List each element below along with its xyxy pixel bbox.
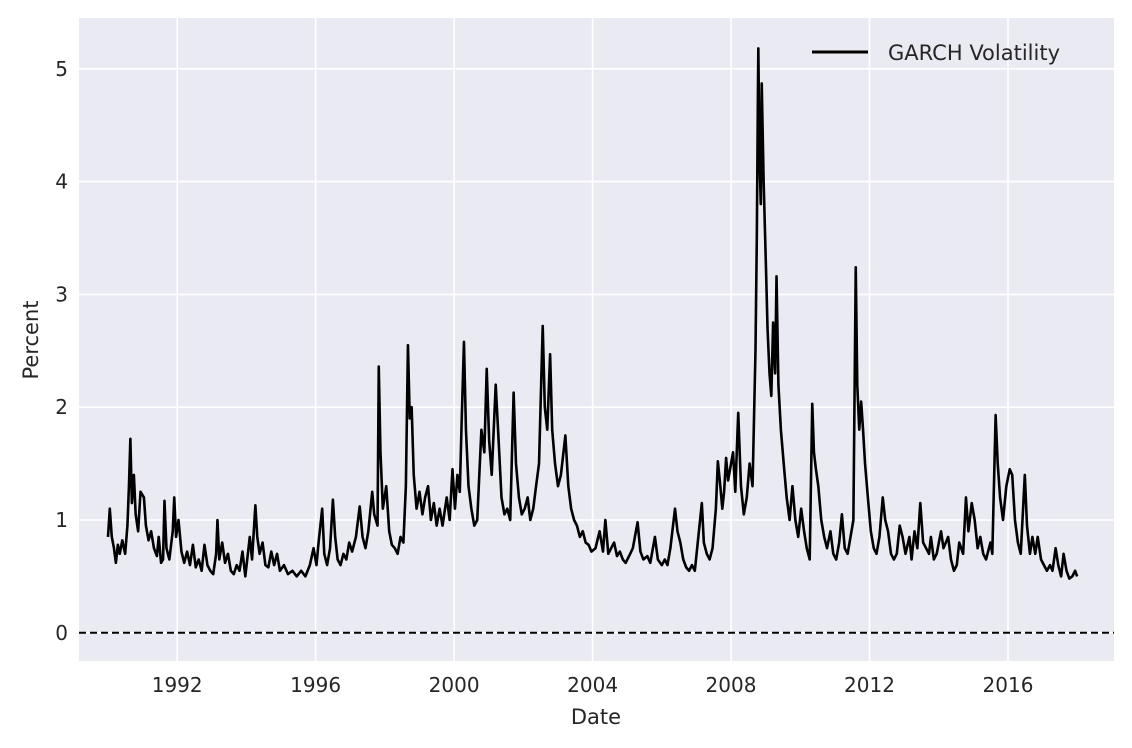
y-tick-label: 4 bbox=[55, 170, 68, 194]
y-tick-label: 5 bbox=[55, 57, 68, 81]
y-tick-label: 1 bbox=[55, 508, 68, 532]
x-axis-ticks: 1992 1996 2000 2004 2008 2012 2016 bbox=[152, 673, 1034, 697]
y-tick-label: 0 bbox=[55, 621, 68, 645]
series-line-garch-volatility bbox=[106, 47, 1079, 580]
x-tick-label: 2004 bbox=[567, 673, 618, 697]
y-tick-label: 3 bbox=[55, 282, 68, 306]
grid-lines bbox=[79, 18, 1114, 661]
y-axis-label: Percent bbox=[19, 300, 43, 379]
plot-background bbox=[79, 18, 1114, 661]
x-tick-label: 2008 bbox=[706, 673, 757, 697]
series-layer bbox=[106, 47, 1079, 580]
legend-entry-label: GARCH Volatility bbox=[888, 41, 1060, 65]
legend: GARCH Volatility bbox=[812, 41, 1060, 65]
x-axis-label: Date bbox=[571, 705, 621, 729]
y-tick-label: 2 bbox=[55, 395, 68, 419]
x-tick-label: 1996 bbox=[290, 673, 341, 697]
x-tick-label: 2000 bbox=[429, 673, 480, 697]
y-axis-ticks: 0 1 2 3 4 5 bbox=[55, 57, 68, 645]
x-tick-label: 2012 bbox=[844, 673, 895, 697]
x-tick-label: 2016 bbox=[983, 673, 1034, 697]
x-tick-label: 1992 bbox=[152, 673, 203, 697]
